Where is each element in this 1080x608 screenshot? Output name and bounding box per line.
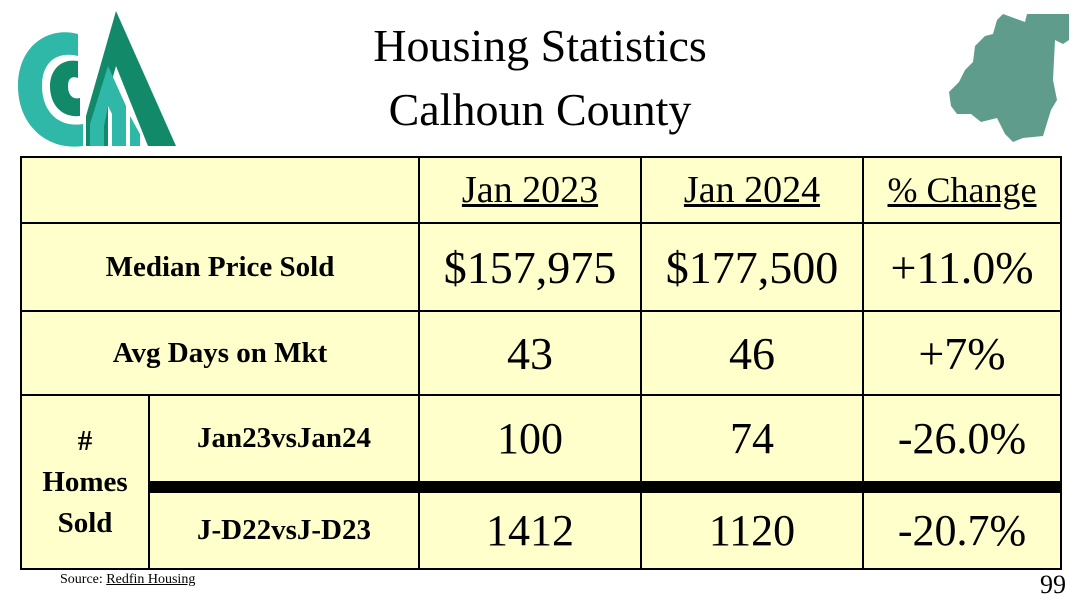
homes-sold-label-line1: # <box>77 424 93 457</box>
row-label-median-price: Median Price Sold <box>20 222 420 312</box>
header-percent-change: % Change <box>862 156 1062 224</box>
homes-sold-full-year-2022: 1412 <box>418 486 642 570</box>
median-price-jan-2024: $177,500 <box>640 222 864 312</box>
row-label-jan23-vs-jan24: Jan23vsJan24 <box>148 394 420 493</box>
header-row: Jan 2023 Jan 2024 % Change <box>20 156 1062 224</box>
table-row: Avg Days on Mkt 43 46 +7% <box>20 310 1062 396</box>
table-row: J-D22vsJ-D23 1412 1120 -20.7% <box>21 486 1062 570</box>
homes-sold-label-line2: Homes <box>42 465 128 498</box>
header-empty-cell <box>20 156 420 224</box>
homes-sold-full-year-2023: 1120 <box>640 486 864 570</box>
table-row: # Homes Sold Jan23vsJan24 100 74 -26.0% <box>20 394 1062 570</box>
median-price-jan-2023: $157,975 <box>418 222 642 312</box>
homes-sold-jan-2024: 74 <box>640 394 864 493</box>
table-row: Median Price Sold $157,975 $177,500 +11.… <box>20 222 1062 312</box>
row-label-jd22-vs-jd23: J-D22vsJ-D23 <box>148 486 420 570</box>
housing-stats-table: Jan 2023 Jan 2024 % Change Median Price … <box>20 156 1062 570</box>
page-number: 99 <box>1040 570 1066 599</box>
page-title-line1: Housing Statistics <box>373 20 707 71</box>
header-jan-2023: Jan 2023 <box>418 156 642 224</box>
row-label-homes-sold: # Homes Sold <box>20 394 150 570</box>
source-note: Source: Redfin Housing <box>60 572 195 588</box>
homes-sold-label-line3: Sold <box>57 506 113 539</box>
median-price-change: +11.0% <box>862 222 1062 312</box>
homes-sold-jan-2023: 100 <box>418 394 642 493</box>
homes-sold-change: -26.0% <box>862 394 1062 493</box>
source-prefix: Source: <box>60 572 107 587</box>
avg-days-jan-2023: 43 <box>418 310 642 396</box>
row-label-avg-days: Avg Days on Mkt <box>20 310 420 396</box>
page-title-line2: Calhoun County <box>388 84 692 135</box>
cm-logo-icon <box>18 11 176 147</box>
avg-days-change: +7% <box>862 310 1062 396</box>
county-map-icon <box>949 14 1069 142</box>
source-link[interactable]: Redfin Housing <box>106 572 196 587</box>
header-jan-2024: Jan 2024 <box>640 156 864 224</box>
homes-sold-full-year-change: -20.7% <box>862 486 1062 570</box>
avg-days-jan-2024: 46 <box>640 310 864 396</box>
